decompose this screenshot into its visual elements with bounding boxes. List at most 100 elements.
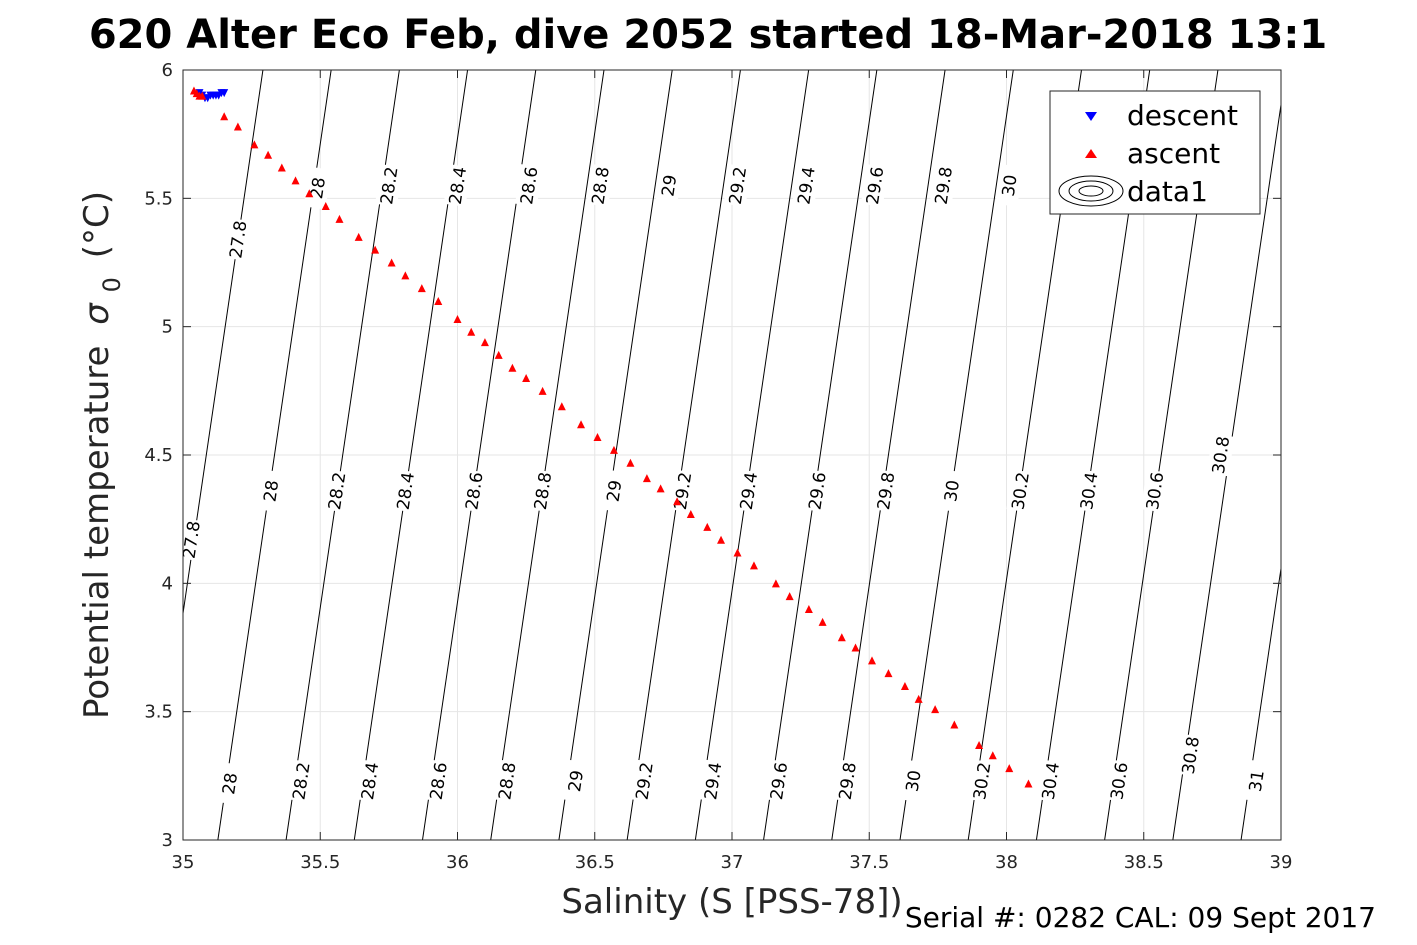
ascent-point bbox=[771, 579, 780, 588]
contour-label-bg bbox=[224, 218, 252, 261]
contour-label-bg bbox=[1140, 469, 1169, 513]
contour-label-bg bbox=[355, 759, 384, 803]
ascent-point bbox=[354, 232, 363, 241]
contour-label: 30 bbox=[995, 164, 1024, 207]
contour-label-text: 29 bbox=[603, 479, 626, 503]
contour-label-bg bbox=[792, 164, 820, 207]
density-contour bbox=[899, 70, 1014, 840]
contour-label-bg bbox=[322, 469, 351, 513]
contour-label-bg bbox=[443, 164, 472, 207]
ascent-point bbox=[198, 91, 207, 100]
ascent-point bbox=[277, 163, 286, 172]
ascent-point bbox=[557, 402, 566, 411]
ascent-point bbox=[749, 561, 758, 570]
ascent-point bbox=[717, 535, 726, 544]
contour-label-bg bbox=[803, 469, 831, 513]
chart-title: 620 Alter Eco Feb, dive 2052 started 18-… bbox=[89, 12, 1327, 58]
contour-label-bg bbox=[303, 166, 332, 210]
ascent-point bbox=[538, 386, 547, 395]
ascent-point bbox=[867, 656, 876, 665]
ascent-point bbox=[656, 484, 665, 493]
contour-label-text: 30 bbox=[941, 479, 964, 503]
y-axis-label-subscript: 0 bbox=[98, 277, 126, 292]
contour-label-bg bbox=[1006, 469, 1035, 513]
contour-label-bg bbox=[528, 469, 557, 513]
contour-label: 29 bbox=[561, 759, 590, 803]
density-contour bbox=[183, 70, 264, 617]
ascent-point bbox=[305, 189, 314, 198]
ascent-point bbox=[467, 327, 476, 336]
ascent-point bbox=[975, 741, 984, 750]
contour-label-bg bbox=[1176, 733, 1205, 777]
x-tick-label: 35 bbox=[172, 852, 195, 873]
contour-label-text: 28 bbox=[260, 479, 283, 503]
y-tick-label: 3 bbox=[162, 830, 173, 851]
legend-contour-marker bbox=[1058, 175, 1124, 207]
contour-label-bg bbox=[937, 469, 966, 513]
density-contour bbox=[558, 70, 673, 840]
ascent-point bbox=[818, 617, 827, 626]
ascent-point bbox=[914, 694, 923, 703]
ascent-point bbox=[785, 592, 794, 601]
contour-label: 28.8 bbox=[528, 469, 557, 513]
contour-label-bg bbox=[968, 759, 996, 803]
contour-label-bg bbox=[1075, 469, 1103, 513]
legend-box bbox=[1049, 90, 1261, 215]
ascent-point bbox=[931, 705, 940, 714]
y-axis-label-unit: (°C) bbox=[77, 191, 117, 258]
density-contour bbox=[626, 70, 741, 840]
contour-label: 28 bbox=[257, 469, 285, 513]
ascent-point bbox=[291, 176, 300, 185]
axis-ticks: 35 35.5 36 36.5 37 37.5 38 38.5 39 3 3.5 4 4.5 5 5.5 6 bbox=[144, 60, 1292, 873]
ascent-point bbox=[703, 522, 712, 531]
density-contour bbox=[831, 70, 946, 840]
ascent-point bbox=[1024, 779, 1033, 788]
y-tick-label: 5.5 bbox=[144, 188, 173, 209]
contour-label-bg bbox=[460, 469, 488, 513]
x-tick-label: 36.5 bbox=[575, 852, 615, 873]
ascent-point bbox=[673, 497, 682, 506]
contour-label-text: 29 bbox=[658, 173, 681, 197]
contour-label-bg bbox=[995, 164, 1024, 207]
y-tick-label: 4.5 bbox=[144, 445, 173, 466]
contour-label: 30.2 bbox=[968, 759, 996, 803]
legend-ascent-marker bbox=[1085, 149, 1097, 158]
contour-label-bg bbox=[515, 164, 543, 207]
ascent-point bbox=[264, 150, 273, 159]
contour-label-bg bbox=[375, 164, 403, 207]
density-contour bbox=[490, 70, 605, 840]
ascent-point bbox=[593, 433, 602, 442]
x-tick-label: 37 bbox=[721, 852, 744, 873]
x-tick-label: 37.5 bbox=[849, 852, 889, 873]
contour-label-bg bbox=[929, 164, 958, 207]
x-tick-label: 39 bbox=[1270, 852, 1293, 873]
ascent-point bbox=[851, 643, 860, 652]
x-axis-label: Salinity (S [PSS-78]) bbox=[561, 882, 902, 922]
contour-label-bg bbox=[1206, 433, 1235, 477]
contour-label: 28.2 bbox=[322, 469, 351, 513]
contour-label-bg bbox=[586, 164, 615, 207]
contour-label-bg bbox=[734, 469, 763, 513]
ascent-point bbox=[233, 122, 242, 131]
ascent-point bbox=[609, 445, 618, 454]
contour-label-bg bbox=[600, 469, 628, 513]
density-contour bbox=[694, 70, 810, 840]
y-axis-label-symbol: σ bbox=[77, 302, 117, 325]
descent-point bbox=[220, 89, 229, 98]
y-tick-label: 5 bbox=[162, 317, 173, 338]
x-tick-label: 35.5 bbox=[300, 852, 340, 873]
legend-descent-marker bbox=[1085, 112, 1097, 121]
density-contour bbox=[763, 70, 878, 840]
contour-label-bg bbox=[764, 759, 793, 803]
ascent-point bbox=[804, 605, 813, 613]
ascent-point bbox=[434, 297, 443, 305]
contour-label: 28.4 bbox=[443, 164, 472, 207]
ascent-point bbox=[522, 374, 531, 382]
contour-label-bg bbox=[257, 469, 285, 513]
ascent-point bbox=[321, 202, 330, 211]
legend: descent ascent data1 bbox=[1049, 90, 1261, 215]
contour-label: 30.2 bbox=[1006, 469, 1035, 513]
y-axis-label: Potential temperature σ 0 (°C) bbox=[77, 191, 126, 719]
contour-label: 30 bbox=[937, 469, 966, 513]
